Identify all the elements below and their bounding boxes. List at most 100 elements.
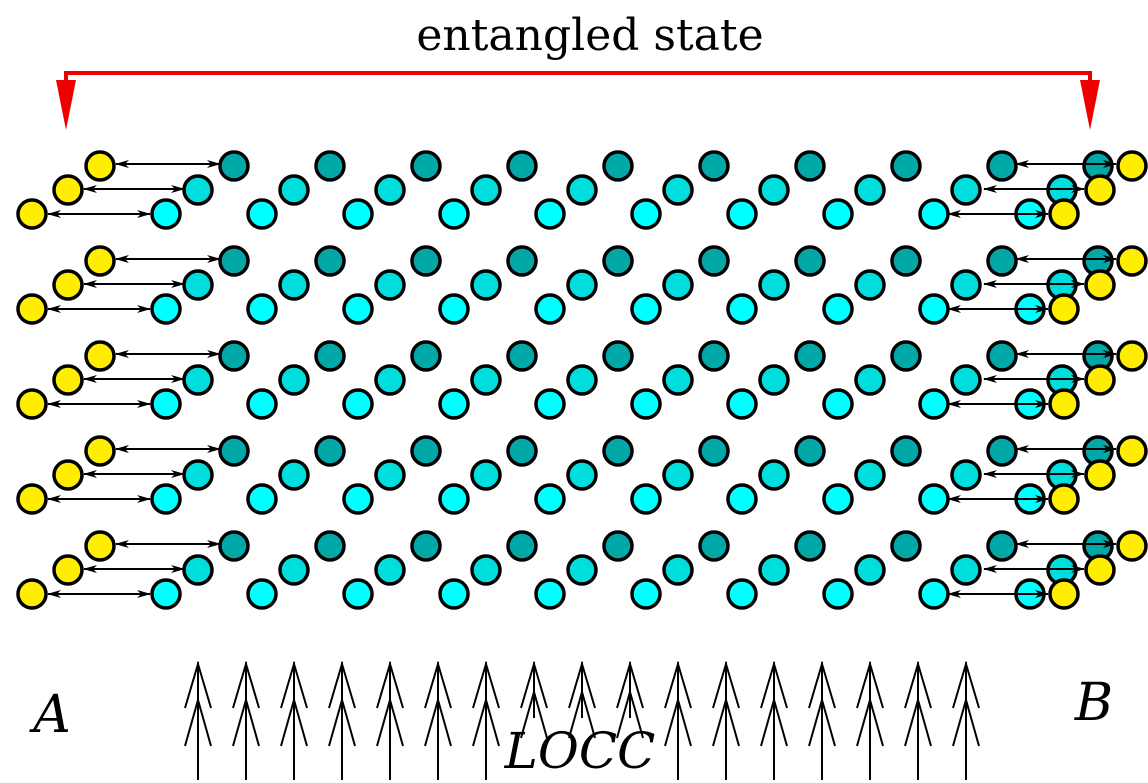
bulk-particle	[506, 245, 538, 277]
bulk-particle	[534, 578, 566, 610]
bulk-particle	[726, 293, 758, 325]
locc-arrow	[856, 660, 884, 780]
bulk-particle	[950, 174, 982, 206]
party-b-particle	[1084, 459, 1116, 491]
bulk-particle	[918, 388, 950, 420]
bracket-line	[64, 71, 1092, 106]
bulk-particle	[854, 269, 886, 301]
bracket-arrowhead-left	[56, 80, 76, 130]
bulk-particle	[854, 554, 886, 586]
party-b-label: B	[1074, 673, 1113, 733]
bulk-particle	[506, 530, 538, 562]
bulk-particle	[314, 245, 346, 277]
bulk-particle	[698, 435, 730, 467]
bulk-particle	[410, 340, 442, 372]
party-a-label: A	[29, 685, 71, 745]
locc-arrow	[472, 660, 500, 780]
locc-arrow-head	[232, 696, 260, 747]
particle-lattice	[16, 150, 1148, 610]
bulk-particle	[182, 269, 214, 301]
bulk-particle	[662, 174, 694, 206]
bulk-particle	[602, 150, 634, 182]
bulk-particle	[438, 293, 470, 325]
locc-arrow-head	[328, 660, 356, 709]
party-b-particle	[1084, 174, 1116, 206]
bulk-particle	[278, 554, 310, 586]
party-a-particle	[52, 174, 84, 206]
bulk-particle	[534, 198, 566, 230]
bulk-particle	[986, 150, 1018, 182]
party-b-particle	[1048, 483, 1080, 515]
bulk-particle	[374, 554, 406, 586]
bulk-particle	[342, 578, 374, 610]
bulk-particle	[758, 174, 790, 206]
bulk-particle	[374, 269, 406, 301]
bulk-particle	[726, 198, 758, 230]
locc-arrow-head	[328, 696, 356, 747]
party-b-particle	[1116, 340, 1148, 372]
bulk-particle	[566, 364, 598, 396]
bulk-particle	[822, 388, 854, 420]
party-b-particle	[1116, 150, 1148, 182]
bulk-particle	[374, 174, 406, 206]
locc-arrow-head	[952, 696, 980, 747]
bulk-particle	[566, 269, 598, 301]
bulk-particle	[342, 388, 374, 420]
bulk-particle	[342, 483, 374, 515]
bulk-particle	[602, 245, 634, 277]
bulk-particle	[470, 364, 502, 396]
party-b-particle	[1048, 198, 1080, 230]
bulk-particle	[630, 578, 662, 610]
bulk-particle	[918, 198, 950, 230]
party-a-particle	[52, 554, 84, 586]
locc-arrow-head	[616, 688, 644, 739]
locc-arrow-head	[712, 660, 740, 709]
bulk-particle	[794, 340, 826, 372]
party-b-particle	[1084, 364, 1116, 396]
bulk-particle	[662, 459, 694, 491]
bulk-particle	[218, 245, 250, 277]
locc-arrow-head	[424, 660, 452, 709]
bulk-particle	[278, 364, 310, 396]
bulk-particle	[410, 150, 442, 182]
bulk-particle	[758, 364, 790, 396]
locc-arrow-head	[664, 660, 692, 709]
bulk-particle	[218, 435, 250, 467]
bulk-particle	[182, 364, 214, 396]
party-a-particle	[52, 459, 84, 491]
bulk-particle	[566, 174, 598, 206]
bulk-particle	[150, 388, 182, 420]
locc-arrow	[664, 660, 692, 780]
bulk-particle	[342, 293, 374, 325]
party-a-particle	[84, 245, 116, 277]
bulk-particle	[890, 340, 922, 372]
bulk-particle	[150, 483, 182, 515]
locc-arrow-head	[760, 696, 788, 747]
party-b-particle	[1048, 388, 1080, 420]
bulk-particle	[602, 340, 634, 372]
locc-arrow-head	[904, 660, 932, 709]
bulk-particle	[506, 340, 538, 372]
locc-arrow-head	[616, 660, 644, 709]
locc-arrow-head	[424, 696, 452, 747]
bulk-particle	[986, 530, 1018, 562]
bulk-particle	[410, 530, 442, 562]
bulk-particle	[470, 269, 502, 301]
party-b-particle	[1048, 293, 1080, 325]
bulk-particle	[890, 530, 922, 562]
bulk-particle	[822, 293, 854, 325]
bulk-particle	[150, 578, 182, 610]
bulk-particle	[314, 340, 346, 372]
bulk-particle	[662, 554, 694, 586]
locc-arrow-head	[280, 660, 308, 709]
bulk-particle	[602, 435, 634, 467]
bulk-particle	[854, 174, 886, 206]
bulk-particle	[374, 459, 406, 491]
locc-arrow	[328, 660, 356, 780]
bulk-particle	[218, 530, 250, 562]
bulk-particle	[470, 174, 502, 206]
locc-arrow	[568, 660, 596, 739]
party-a-particle	[52, 269, 84, 301]
bulk-particle	[794, 245, 826, 277]
bulk-particle	[698, 530, 730, 562]
